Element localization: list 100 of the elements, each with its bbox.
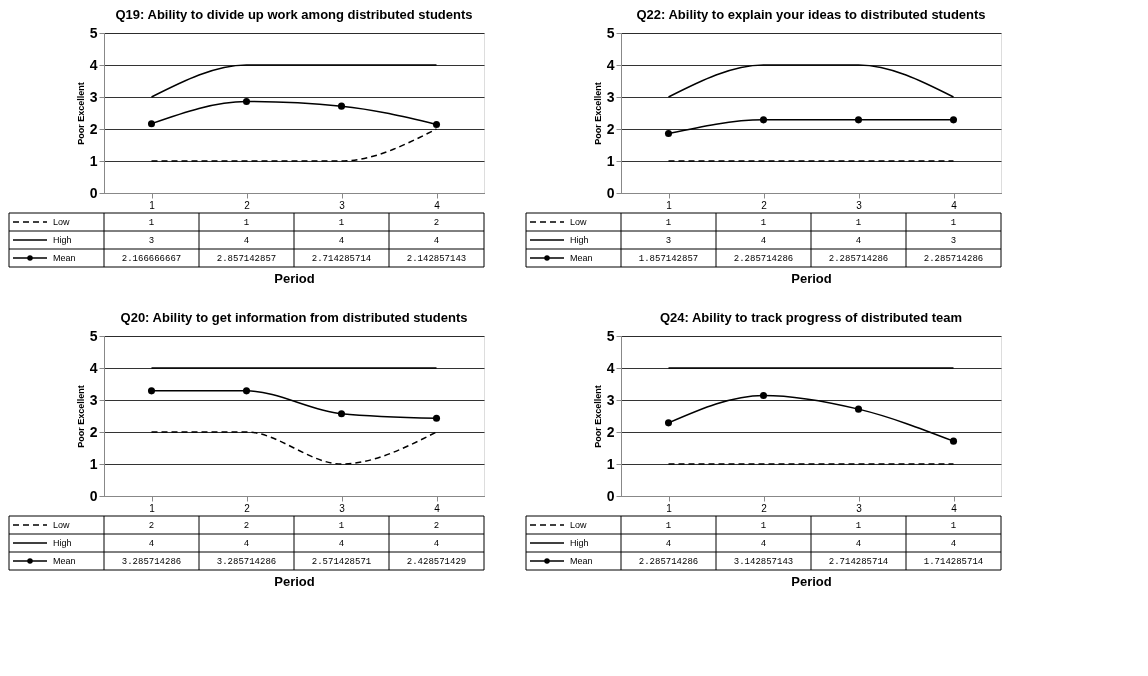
y-tick-label: 3 xyxy=(89,88,98,105)
x-tick-label: 2 xyxy=(761,502,768,514)
data-label: 1 xyxy=(950,521,957,531)
point xyxy=(147,120,156,128)
x-tick-label: 2 xyxy=(244,502,251,514)
legend-label: High xyxy=(53,538,72,548)
data-label: 3 xyxy=(148,236,155,246)
data-label: 3.285714286 xyxy=(121,557,182,567)
data-label: 2.285714286 xyxy=(923,254,984,264)
y-tick-label: 0 xyxy=(606,184,615,201)
y-axis-title: Poor Excellent xyxy=(75,385,86,448)
y-tick-label: 4 xyxy=(606,56,615,73)
y-tick-label: 2 xyxy=(89,120,98,137)
x-tick-label: 4 xyxy=(951,199,958,211)
y-tick-label: 3 xyxy=(606,391,615,408)
data-label: 3 xyxy=(665,236,672,246)
data-label: 1.714285714 xyxy=(923,557,984,567)
chart-title: Q22: Ability to explain your ideas to distributed students xyxy=(636,7,986,22)
y-tick-label: 2 xyxy=(89,423,98,440)
data-label: 1 xyxy=(760,218,767,228)
x-tick-label: 4 xyxy=(951,502,958,514)
data-label: 1 xyxy=(243,218,250,228)
x-tick-label: 3 xyxy=(339,502,346,514)
y-tick-label: 3 xyxy=(89,391,98,408)
x-tick-label: 1 xyxy=(666,502,673,514)
data-label: 2.142857143 xyxy=(406,254,467,264)
data-label: 4 xyxy=(665,539,672,549)
x-axis-title: Period xyxy=(791,573,832,589)
chart-title: Q24: Ability to track progress of distributed team xyxy=(659,310,963,325)
point xyxy=(759,391,768,399)
data-label: 1 xyxy=(950,218,957,228)
data-label: 2.714285714 xyxy=(828,557,889,567)
data-label: 1 xyxy=(855,218,862,228)
point xyxy=(432,120,441,128)
data-label: 2 xyxy=(243,521,250,531)
data-label: 3 xyxy=(950,236,957,246)
legend-label: Low xyxy=(570,217,588,227)
y-tick-label: 5 xyxy=(89,24,98,41)
legend-label: Mean xyxy=(570,556,593,566)
data-label: 2.285714286 xyxy=(638,557,699,567)
chart-title: Q19: Ability to divide up work among distributed students xyxy=(115,7,473,22)
y-tick-label: 5 xyxy=(89,327,98,344)
chart-title: Q20: Ability to get information from distributed students xyxy=(120,310,468,325)
legend-label: Mean xyxy=(53,253,76,263)
x-tick-label: 1 xyxy=(149,199,156,211)
y-tick-label: 4 xyxy=(606,359,615,376)
y-tick-label: 0 xyxy=(89,184,98,201)
y-tick-label: 0 xyxy=(89,487,98,504)
point xyxy=(664,419,673,427)
legend-label: Low xyxy=(53,217,71,227)
data-label: 2 xyxy=(148,521,155,531)
x-axis-title: Period xyxy=(791,270,832,286)
data-label: 1 xyxy=(760,521,767,531)
x-tick-label: 4 xyxy=(434,502,441,514)
y-axis-title: Poor Excellent xyxy=(592,82,603,145)
data-label: 4 xyxy=(760,236,767,246)
legend-label: Low xyxy=(570,520,588,530)
y-tick-label: 1 xyxy=(89,455,98,472)
data-label: 4 xyxy=(433,236,440,246)
y-axis-title: Poor Excellent xyxy=(75,82,86,145)
legend-label: Mean xyxy=(570,253,593,263)
x-tick-label: 3 xyxy=(339,199,346,211)
data-label: 4 xyxy=(950,539,957,549)
point xyxy=(854,405,863,413)
point xyxy=(337,410,346,418)
data-label: 1 xyxy=(665,521,672,531)
y-tick-label: 2 xyxy=(606,423,615,440)
legend-label: Mean xyxy=(53,556,76,566)
point xyxy=(147,387,156,395)
y-tick-label: 0 xyxy=(606,487,615,504)
data-label: 3.285714286 xyxy=(216,557,277,567)
x-tick-label: 4 xyxy=(434,199,441,211)
x-tick-label: 3 xyxy=(856,199,863,211)
x-tick-label: 2 xyxy=(244,199,251,211)
legend-label: High xyxy=(570,235,589,245)
data-label: 2.166666667 xyxy=(121,254,182,264)
data-label: 2.571428571 xyxy=(311,557,372,567)
data-label: 2 xyxy=(433,218,440,228)
y-tick-label: 1 xyxy=(606,152,615,169)
y-tick-label: 5 xyxy=(606,24,615,41)
point xyxy=(242,98,251,106)
data-label: 2 xyxy=(433,521,440,531)
x-tick-label: 1 xyxy=(666,199,673,211)
y-tick-label: 3 xyxy=(606,88,615,105)
data-label: 2.285714286 xyxy=(828,254,889,264)
y-tick-label: 4 xyxy=(89,56,98,73)
y-tick-label: 4 xyxy=(89,359,98,376)
x-axis-title: Period xyxy=(274,573,315,589)
x-tick-label: 1 xyxy=(149,502,156,514)
y-tick-label: 1 xyxy=(606,455,615,472)
data-label: 2.285714286 xyxy=(733,254,794,264)
data-label: 4 xyxy=(243,539,250,549)
data-label: 4 xyxy=(338,539,345,549)
y-tick-label: 5 xyxy=(606,327,615,344)
point xyxy=(432,414,441,422)
data-label: 4 xyxy=(760,539,767,549)
x-tick-label: 3 xyxy=(856,502,863,514)
x-axis-title: Period xyxy=(274,270,315,286)
point xyxy=(242,387,251,395)
data-label: 1 xyxy=(148,218,155,228)
